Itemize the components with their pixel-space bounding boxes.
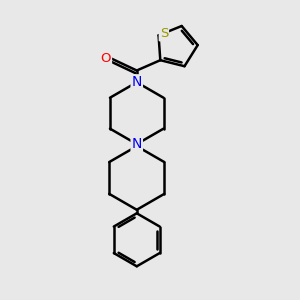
- Text: S: S: [160, 27, 168, 40]
- Text: N: N: [132, 137, 142, 151]
- Text: N: N: [132, 75, 142, 89]
- Text: O: O: [100, 52, 111, 64]
